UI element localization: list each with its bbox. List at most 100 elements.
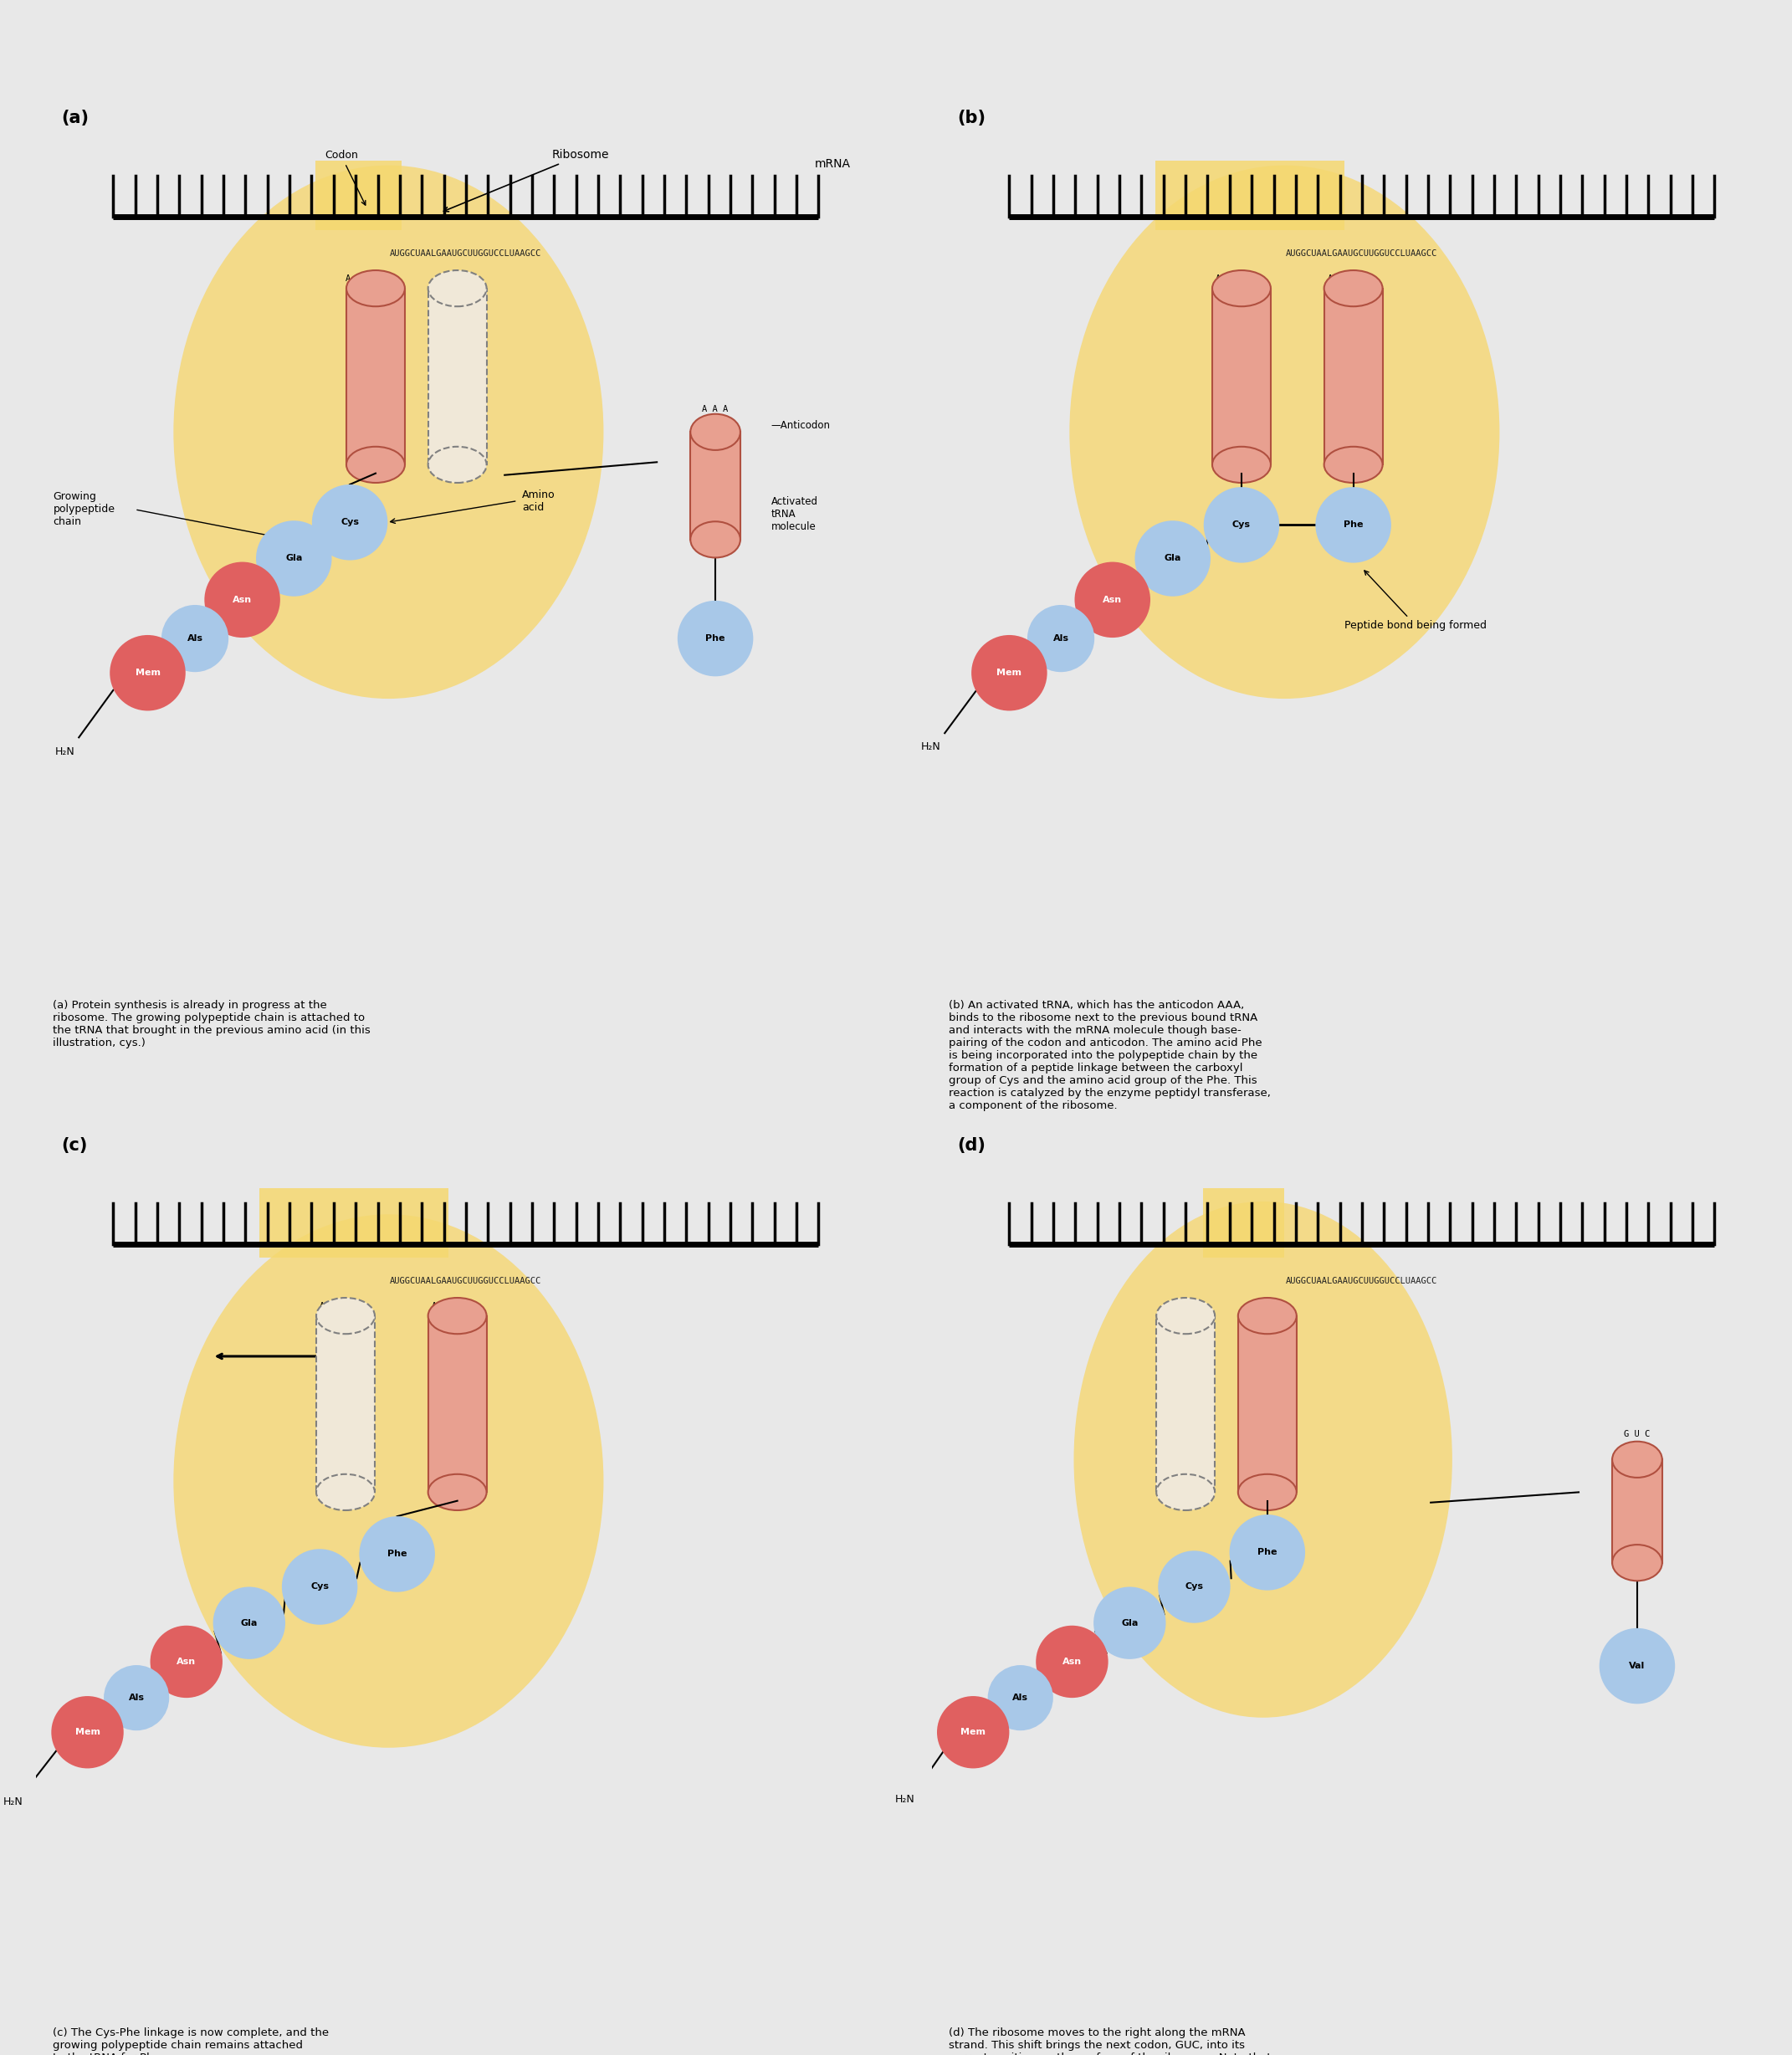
Circle shape (937, 1697, 1009, 1767)
Text: Growing
polypeptide
chain: Growing polypeptide chain (54, 491, 115, 528)
Circle shape (1075, 563, 1149, 637)
Circle shape (256, 522, 332, 596)
Ellipse shape (1211, 446, 1271, 483)
Ellipse shape (1238, 1473, 1297, 1510)
Circle shape (104, 1667, 168, 1730)
Circle shape (679, 602, 753, 676)
Ellipse shape (346, 446, 405, 483)
Text: Phe: Phe (706, 635, 726, 643)
Text: Cys: Cys (1233, 520, 1251, 528)
Text: Gla: Gla (285, 555, 303, 563)
Bar (315, 160, 401, 230)
Text: (b) An activated tRNA, which has the anticodon AAA,
binds to the ribosome next t: (b) An activated tRNA, which has the ant… (950, 1001, 1271, 1112)
Circle shape (989, 1667, 1052, 1730)
Text: Mem: Mem (996, 668, 1021, 676)
Text: (c) The Cys-Phe linkage is now complete, and the
growing polypeptide chain remai: (c) The Cys-Phe linkage is now complete,… (54, 2028, 330, 2055)
Text: Als: Als (129, 1693, 145, 1702)
Text: A C G: A C G (319, 1303, 346, 1311)
Bar (315, 1315, 375, 1492)
Text: H₂N: H₂N (894, 1794, 914, 1804)
Text: (d) The ribosome moves to the right along the mRNA
strand. This shift brings the: (d) The ribosome moves to the right alon… (950, 2028, 1290, 2055)
Circle shape (314, 485, 387, 559)
Text: A C G: A C G (346, 275, 371, 284)
Ellipse shape (1156, 1299, 1215, 1334)
Text: Ribosome: Ribosome (444, 150, 609, 212)
Circle shape (163, 606, 228, 672)
Ellipse shape (346, 271, 405, 306)
Ellipse shape (174, 1215, 604, 1747)
Circle shape (1038, 1626, 1107, 1697)
Text: (d): (d) (957, 1136, 986, 1153)
Circle shape (151, 1626, 222, 1697)
Bar (1202, 1188, 1285, 1258)
Text: Mem: Mem (75, 1728, 100, 1736)
Text: A C G: A C G (1215, 275, 1242, 284)
Bar (1211, 288, 1271, 464)
Circle shape (52, 1697, 122, 1767)
Text: Cys: Cys (340, 518, 358, 526)
Bar (260, 1188, 448, 1258)
Ellipse shape (428, 1473, 487, 1510)
Text: H₂N: H₂N (4, 1796, 23, 1808)
Text: Cys: Cys (310, 1582, 330, 1591)
Ellipse shape (1156, 1473, 1215, 1510)
Text: (a) Protein synthesis is already in progress at the
ribosome. The growing polype: (a) Protein synthesis is already in prog… (54, 1001, 371, 1048)
Text: AUGGCUAALGAAUGCUUGGUCCLUAAGCC: AUGGCUAALGAAUGCUUGGUCCLUAAGCC (1287, 1276, 1437, 1286)
Text: Activated
tRNA
molecule: Activated tRNA molecule (771, 497, 819, 532)
Text: H₂N: H₂N (56, 746, 75, 756)
Circle shape (360, 1517, 434, 1591)
Bar (1238, 1315, 1297, 1492)
Circle shape (1204, 487, 1278, 561)
Text: Als: Als (1054, 635, 1068, 643)
Text: A A A: A A A (432, 1303, 457, 1311)
Text: AUGGCUAALGAAUGCUUGGUCCLUAAGCC: AUGGCUAALGAAUGCUUGGUCCLUAAGCC (391, 1276, 541, 1286)
Bar (346, 288, 405, 464)
Text: AUGGCUAALGAAUGCUUGGUCCLUAAGCC: AUGGCUAALGAAUGCUUGGUCCLUAAGCC (1287, 249, 1437, 259)
Circle shape (283, 1549, 357, 1623)
Ellipse shape (1238, 1299, 1297, 1334)
Text: (a): (a) (61, 109, 90, 125)
Text: Cys: Cys (1185, 1582, 1204, 1591)
Bar (1156, 160, 1344, 230)
Circle shape (973, 635, 1047, 709)
Circle shape (213, 1589, 285, 1658)
Text: Asn: Asn (1102, 596, 1122, 604)
Text: Mem: Mem (961, 1728, 986, 1736)
Circle shape (1159, 1552, 1229, 1621)
Ellipse shape (1070, 164, 1500, 699)
Text: Phe: Phe (387, 1549, 407, 1558)
Text: Mem: Mem (134, 668, 159, 676)
Text: Gla: Gla (1165, 555, 1181, 563)
Text: G U C: G U C (1624, 1430, 1650, 1438)
Circle shape (1317, 487, 1391, 561)
Circle shape (1095, 1589, 1165, 1658)
Circle shape (1029, 606, 1093, 672)
Text: —Anticodon: —Anticodon (771, 419, 831, 432)
Circle shape (206, 563, 280, 637)
Text: Phe: Phe (1258, 1547, 1278, 1556)
Ellipse shape (690, 522, 740, 557)
Ellipse shape (428, 446, 487, 483)
Text: Gla: Gla (240, 1619, 258, 1628)
Text: A A A: A A A (1254, 1303, 1279, 1311)
Text: Gla: Gla (1122, 1619, 1138, 1628)
Circle shape (1136, 522, 1210, 596)
Text: Asn: Asn (233, 596, 253, 604)
Text: AUGGCUAALGAAUGCUUGGUCCLUAAGCC: AUGGCUAALGAAUGCUUGGUCCLUAAGCC (391, 249, 541, 259)
Text: Als: Als (186, 635, 202, 643)
Text: Amino
acid: Amino acid (521, 489, 556, 512)
Text: mRNA: mRNA (814, 158, 849, 171)
Ellipse shape (1613, 1545, 1663, 1580)
Text: Phe: Phe (1344, 520, 1364, 528)
Ellipse shape (428, 1299, 487, 1334)
Text: (c): (c) (61, 1136, 88, 1153)
Text: H₂N: H₂N (921, 742, 941, 752)
Ellipse shape (690, 413, 740, 450)
Bar (428, 288, 487, 464)
Ellipse shape (315, 1473, 375, 1510)
Text: Asn: Asn (177, 1658, 195, 1667)
Ellipse shape (428, 271, 487, 306)
Text: A A A: A A A (702, 405, 728, 413)
Circle shape (1231, 1515, 1305, 1589)
Bar (428, 1315, 487, 1492)
